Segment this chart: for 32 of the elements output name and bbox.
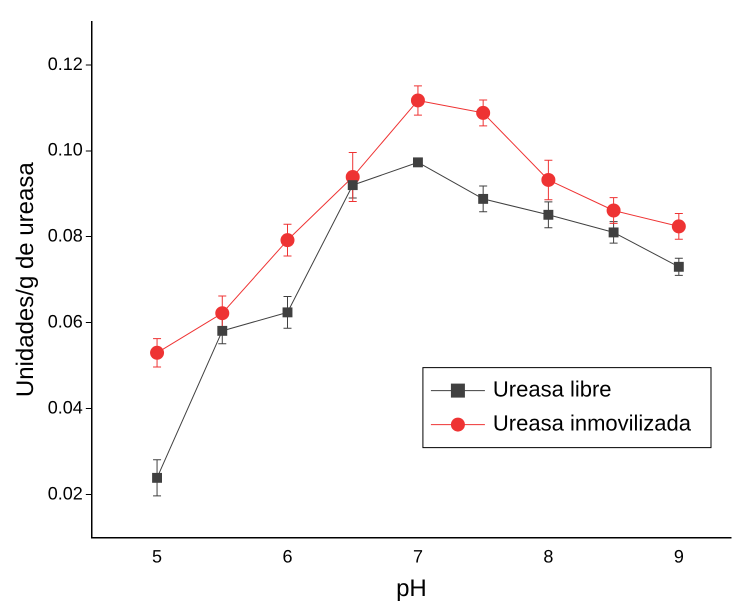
point: [282, 307, 292, 318]
point: [543, 210, 554, 220]
legend-label: Ureasa inmovilizada: [492, 410, 692, 436]
x-tick-label: 9: [674, 546, 684, 566]
point: [215, 306, 230, 320]
x-tick-label: 5: [152, 546, 162, 566]
point: [348, 180, 358, 190]
x-tick-label: 8: [543, 546, 554, 566]
point: [606, 203, 621, 218]
legend-label: Ureasa libre: [492, 376, 612, 402]
point: [478, 194, 488, 204]
point: [541, 172, 556, 187]
x-axis-title: pH: [396, 575, 427, 602]
point: [674, 262, 684, 272]
y-tick-label: 0.10: [48, 140, 83, 160]
point: [672, 219, 686, 234]
y-tick-label: 0.04: [48, 398, 83, 418]
point: [608, 227, 619, 238]
point: [217, 326, 228, 336]
point: [412, 157, 423, 168]
point: [280, 233, 294, 248]
y-tick-label: 0.12: [48, 54, 83, 74]
x-tick-label: 7: [412, 546, 423, 566]
y-tick-label: 0.02: [48, 484, 83, 504]
y-tick-label: 0.06: [48, 312, 83, 332]
point: [476, 106, 490, 120]
x-tick-label: 6: [282, 546, 293, 566]
point: [150, 346, 164, 360]
y-tick-label: 0.08: [48, 226, 83, 246]
point: [410, 93, 425, 108]
point: [152, 472, 162, 483]
y-axis-title: Unidades/g de ureasa: [12, 162, 40, 398]
